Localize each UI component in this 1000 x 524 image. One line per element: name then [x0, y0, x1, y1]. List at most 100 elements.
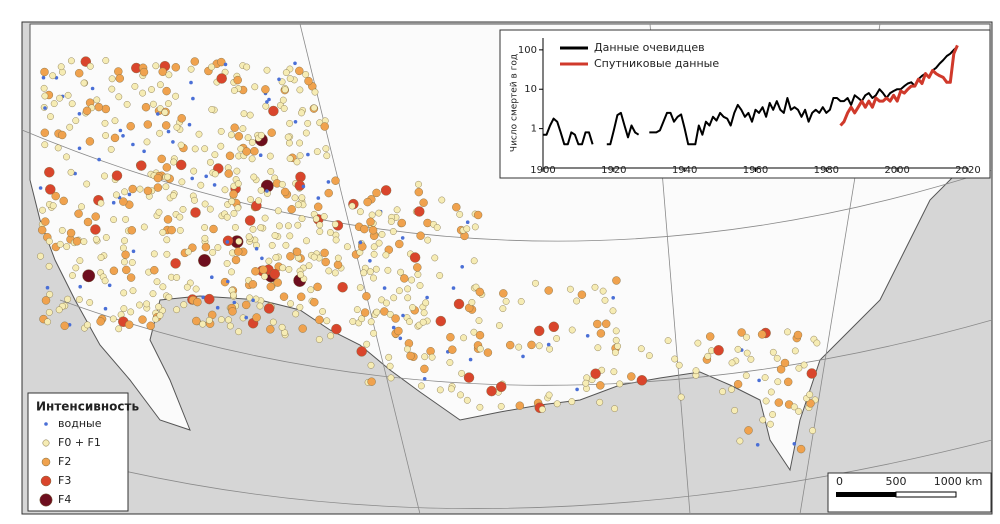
- tornado-dot: [191, 96, 195, 101]
- tornado-dot: [233, 75, 242, 85]
- tornado-dot: [316, 228, 324, 235]
- tornado-dot: [298, 109, 305, 117]
- tornado-dot: [306, 152, 310, 157]
- tornado-dot: [80, 79, 88, 87]
- tornado-dot: [426, 347, 435, 356]
- tornado-dot: [420, 309, 428, 317]
- tornado-dot: [120, 305, 128, 312]
- tornado-dot: [297, 271, 304, 279]
- tornado-dot: [251, 298, 255, 303]
- tornado-dot: [248, 138, 256, 146]
- tornado-dot: [239, 125, 247, 133]
- tornado-dot: [77, 146, 82, 151]
- tornado-dot: [121, 134, 125, 138]
- tornado-dot: [496, 381, 507, 392]
- tornado-dot: [109, 266, 119, 275]
- tornado-dot: [326, 229, 334, 236]
- legend-label: Спутниковые данные: [594, 57, 719, 70]
- tornado-dot: [282, 69, 290, 77]
- tornado-dot: [382, 299, 390, 307]
- tornado-dot: [156, 311, 164, 319]
- tornado-dot: [165, 71, 173, 79]
- tornado-dot: [280, 187, 290, 197]
- tornado-dot: [762, 397, 770, 405]
- tornado-dot: [532, 279, 539, 287]
- tornado-dot: [38, 186, 43, 190]
- tornado-dot: [163, 215, 173, 224]
- tornado-dot: [475, 287, 484, 297]
- tornado-dot: [254, 246, 259, 251]
- tornado-dot: [227, 131, 235, 139]
- tornado-dot: [671, 355, 679, 363]
- tornado-dot: [49, 72, 57, 80]
- tornado-dot: [419, 198, 428, 207]
- tornado-dot: [433, 224, 441, 231]
- tornado-dot: [363, 340, 371, 348]
- tornado-dot: [63, 243, 71, 251]
- tornado-dot: [305, 262, 313, 270]
- tornado-dot: [90, 86, 95, 91]
- tornado-dot: [120, 289, 128, 297]
- tornado-dot: [272, 254, 280, 261]
- tornado-dot: [310, 104, 318, 112]
- tornado-dot: [800, 361, 808, 369]
- tornado-dot: [416, 282, 424, 289]
- tornado-dot: [164, 100, 172, 108]
- tornado-dot: [286, 252, 295, 261]
- tornado-dot: [358, 240, 363, 245]
- tornado-dot: [436, 386, 444, 394]
- tornado-dot: [226, 279, 230, 284]
- tornado-dot: [163, 236, 171, 244]
- tornado-dot: [118, 128, 123, 133]
- tornado-dot: [192, 285, 200, 293]
- tornado-dot: [286, 155, 294, 163]
- tornado-dot: [422, 377, 427, 381]
- tornado-dot: [173, 306, 181, 314]
- tornado-dot: [323, 152, 331, 160]
- tornado-dot: [56, 94, 63, 102]
- tornado-dot: [94, 102, 104, 112]
- tornado-dot: [235, 328, 243, 336]
- tornado-dot: [170, 158, 178, 166]
- tornado-dot: [792, 442, 797, 446]
- tornado-dot: [64, 91, 72, 99]
- tornado-dot: [400, 274, 409, 283]
- tornado-dot: [612, 276, 621, 285]
- tornado-dot: [463, 225, 471, 233]
- tornado-dot: [535, 342, 543, 350]
- tornado-dot: [545, 391, 553, 399]
- tornado-dot: [446, 333, 455, 342]
- tornado-dot: [386, 362, 394, 370]
- tornado-dot: [131, 142, 135, 147]
- tornado-dot: [636, 375, 648, 386]
- tornado-dot: [446, 359, 454, 366]
- tornado-dot: [128, 259, 136, 266]
- tornado-dot: [755, 443, 760, 447]
- tornado-dot: [121, 258, 128, 266]
- tornado-dot: [391, 314, 400, 323]
- tornado-dot: [293, 120, 298, 124]
- tornado-dot: [389, 228, 397, 235]
- tornado-dot: [235, 237, 243, 245]
- tornado-dot: [143, 300, 151, 308]
- legend-swatch: [44, 422, 48, 426]
- tornado-dot: [121, 237, 128, 245]
- tornado-dot: [76, 257, 84, 264]
- tornado-dot: [577, 290, 587, 299]
- tornado-dot: [201, 200, 209, 208]
- tornado-dot: [413, 263, 422, 272]
- tornado-dot: [423, 218, 432, 228]
- tornado-dot: [91, 212, 100, 221]
- x-tick-label: 1920: [601, 165, 626, 176]
- tornado-dot: [422, 299, 430, 307]
- tornado-dot: [456, 210, 464, 218]
- tornado-dot: [269, 318, 277, 326]
- tornado-dot: [223, 62, 228, 67]
- tornado-dot: [784, 377, 793, 387]
- tornado-dot: [162, 86, 171, 96]
- tornado-dot: [45, 184, 56, 195]
- tornado-dot: [60, 321, 69, 330]
- tornado-dot: [138, 315, 147, 324]
- tornado-dot: [275, 222, 283, 230]
